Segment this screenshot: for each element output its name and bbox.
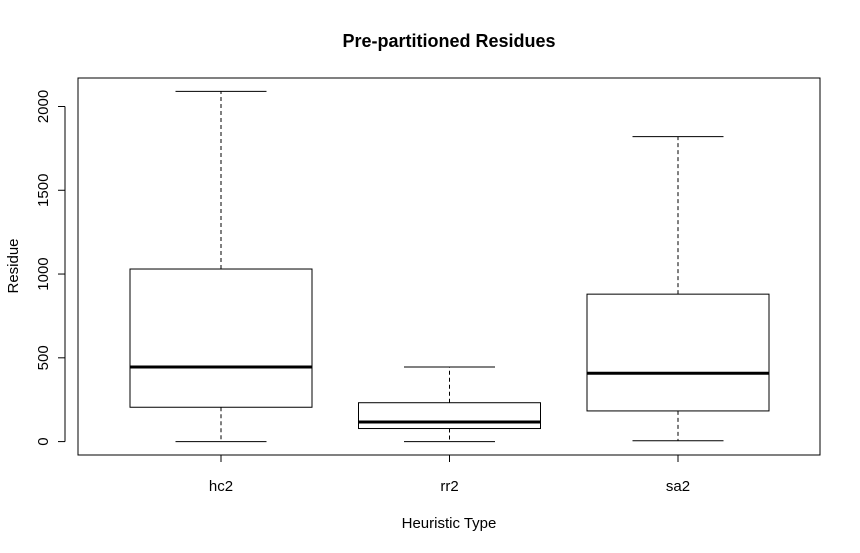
x-tick-label: hc2 [209, 478, 233, 495]
box-rr2 [358, 366, 541, 443]
y-tick-label: 1000 [35, 257, 52, 290]
iqr-box [586, 293, 770, 412]
box-group [129, 90, 770, 443]
chart-title: Pre-partitioned Residues [342, 31, 555, 51]
x-tick-label: sa2 [666, 478, 690, 495]
y-tick-label: 2000 [35, 90, 52, 123]
x-axis-label: Heuristic Type [402, 515, 497, 532]
box-sa2 [586, 136, 770, 442]
iqr-box [358, 402, 541, 430]
y-tick-label: 500 [35, 345, 52, 370]
y-axis-label: Residue [5, 238, 22, 293]
y-axis: 0 500 1000 1500 2000 [35, 90, 66, 446]
x-tick-label: rr2 [440, 478, 458, 495]
box-hc2 [129, 90, 313, 443]
x-axis: hc2 rr2 sa2 [209, 454, 690, 495]
y-tick-label: 1500 [35, 174, 52, 207]
iqr-box [129, 268, 313, 408]
y-tick-label: 0 [35, 437, 52, 445]
